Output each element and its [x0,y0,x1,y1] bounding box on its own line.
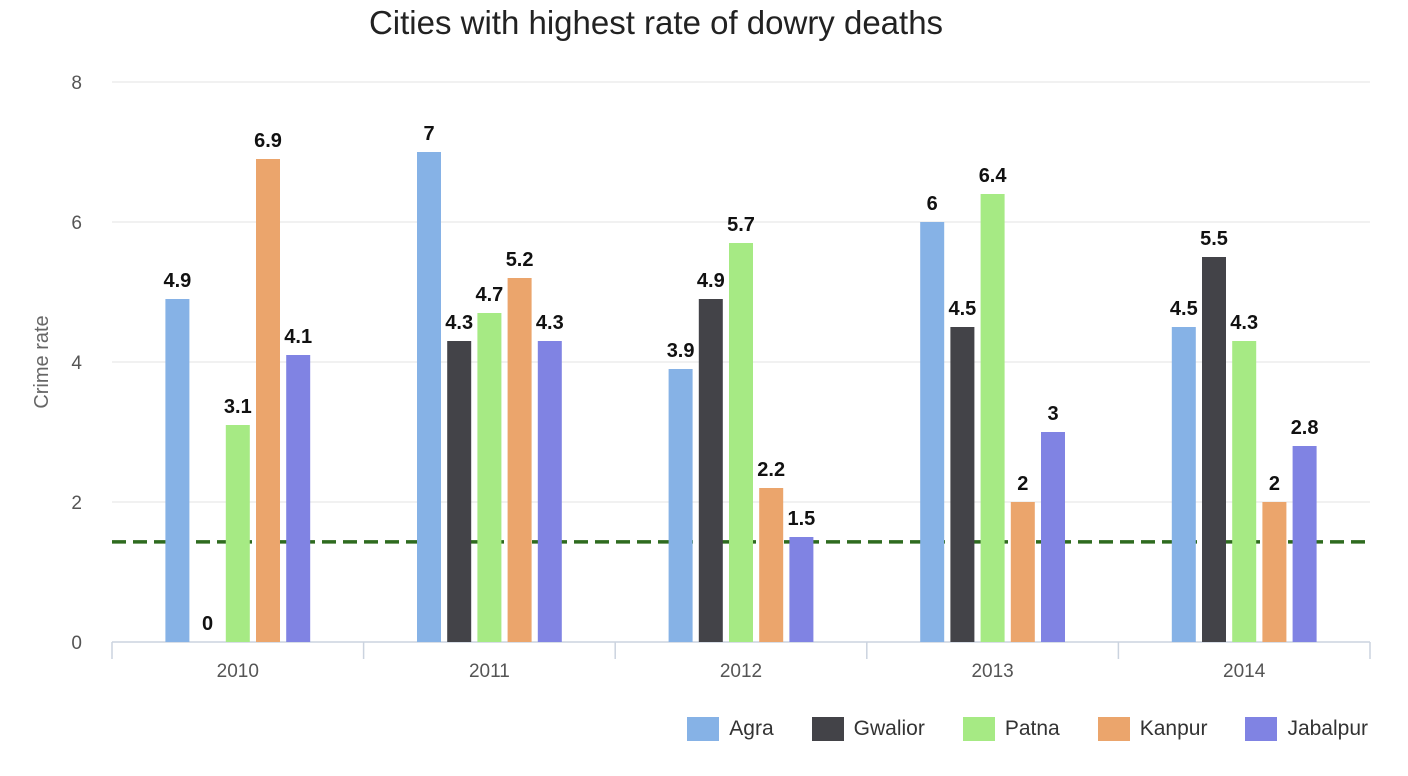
data-label: 4.9 [163,270,191,292]
bar [668,369,693,642]
data-label: 6 [927,193,938,215]
x-tick-label: 2013 [971,661,1013,682]
x-tick-label: 2012 [720,661,762,682]
legend-item-patna[interactable]: Patna [962,717,1060,741]
data-label: 0 [202,613,213,635]
legend-swatch-agra [687,717,720,741]
bar [256,159,280,642]
bar [980,194,1005,642]
data-label: 6.4 [979,165,1008,187]
bar [1262,502,1287,642]
x-tick-label: 2014 [1223,661,1266,682]
bar [1171,327,1196,642]
data-label: 4.3 [445,312,473,334]
bar [537,341,562,642]
bar [1202,257,1226,642]
data-label: 5.5 [1200,228,1228,250]
legend-label-agra: Agra [729,717,774,740]
bar [920,222,945,642]
bar [507,278,532,642]
bar [698,299,723,642]
legend-item-kanpur[interactable]: Kanpur [1097,717,1208,741]
data-label: 5.2 [506,249,534,271]
data-label: 3.9 [667,340,695,362]
legend-label-gwalior: Gwalior [853,717,925,740]
y-axis-title: Crime rate [31,315,53,408]
legend-item-gwalior[interactable]: Gwalior [811,717,925,741]
legend-item-agra[interactable]: Agra [687,717,774,741]
bar [1292,446,1317,642]
bar [1041,432,1065,642]
data-label: 4.3 [1230,312,1258,334]
legend-swatch-patna [962,717,995,741]
data-label: 4.3 [536,312,564,334]
data-label: 6.9 [254,130,282,152]
data-label: 5.7 [727,214,755,236]
y-tick-label: 6 [71,213,82,234]
legend-swatch-kanpur [1097,717,1130,741]
y-tick-label: 4 [71,353,82,374]
y-tick-label: 8 [71,73,82,94]
bar [759,488,784,642]
bar [417,152,441,642]
bar [225,425,250,642]
data-label: 4.9 [697,270,725,292]
legend: Agra Gwalior Patna Kanpur Jabalpur [687,717,1368,741]
data-label: 3.1 [224,396,252,418]
x-tick-label: 2011 [469,661,510,682]
bar [1232,341,1257,642]
data-label: 7 [423,123,434,145]
legend-swatch-jabalpur [1245,717,1278,741]
data-label: 4.5 [948,298,976,320]
y-tick-label: 2 [71,493,82,514]
bar [1010,502,1035,642]
bar [477,313,502,642]
data-label: 4.1 [284,326,312,348]
data-label: 4.5 [1170,298,1198,320]
data-label: 4.7 [475,284,503,306]
data-label: 2.2 [757,459,785,481]
data-label: 2 [1269,473,1280,495]
bar [447,341,472,642]
legend-item-jabalpur[interactable]: Jabalpur [1245,717,1368,741]
legend-label-kanpur: Kanpur [1139,717,1208,740]
x-tick-label: 2010 [217,661,259,682]
y-tick-label: 0 [71,633,82,654]
bar [286,355,311,642]
data-label: 1.5 [787,508,815,530]
chart-title: Cities with highest rate of dowry deaths [368,4,944,41]
bar [729,243,753,642]
legend-swatch-gwalior [811,717,844,741]
bar [950,327,975,642]
bar [789,537,814,642]
legend-label-jabalpur: Jabalpur [1287,717,1368,740]
data-label: 2.8 [1291,417,1319,439]
bar [165,299,190,642]
legend-label-patna: Patna [1004,717,1060,740]
data-label: 3 [1047,403,1058,425]
data-label: 2 [1017,473,1028,495]
